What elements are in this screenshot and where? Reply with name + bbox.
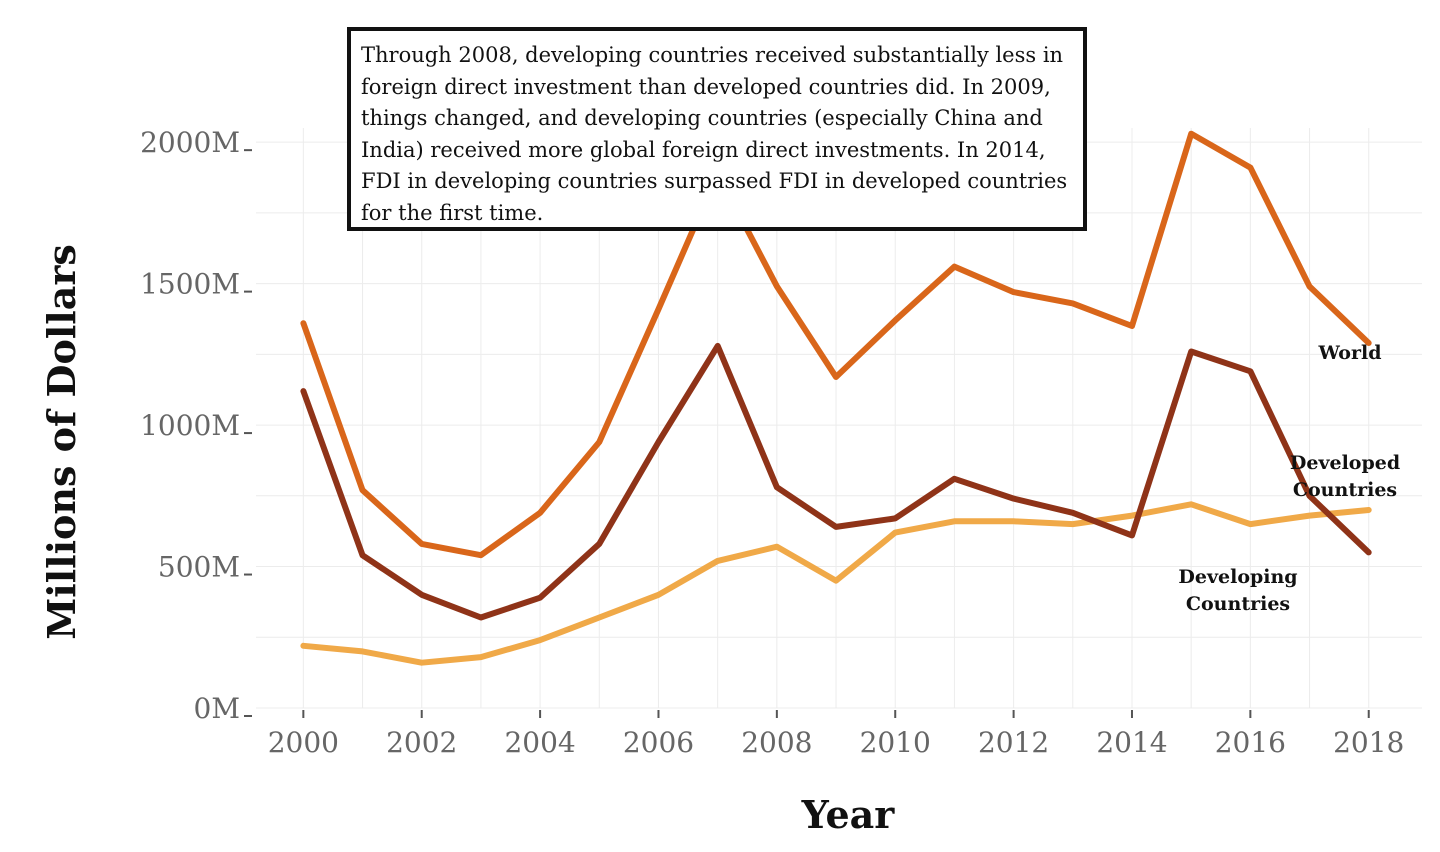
series-line-developing-countries [300,501,1372,666]
y-tick-label: 2000M [140,126,240,159]
x-tick-label: 2014 [1096,726,1167,759]
x-tick-label: 2016 [1215,726,1286,759]
x-tick-label: 2008 [741,726,812,759]
series-lines [300,130,1372,666]
y-tick-label: 1000M [140,409,240,442]
x-tick-label: 2018 [1333,726,1404,759]
y-axis-title: Millions of Dollars [39,244,84,640]
series-labels: World Developed Countries Developing Countri… [1178,342,1400,615]
x-tick-label: 2000 [268,726,339,759]
series-line-developed-countries [300,342,1372,621]
y-tick-label: 500M [158,551,240,584]
annotation-box: Through 2008, developing countries recei… [347,27,1087,231]
x-tick-label: 2012 [978,726,1049,759]
series-line-world [300,130,1372,559]
series-label-developing-countries: Developing Countries [1178,566,1297,615]
y-tick-label: 1500M [140,268,240,301]
x-tick-label: 2006 [623,726,694,759]
annotation-text: Through 2008, developing countries recei… [361,43,1068,225]
series-label-world: World [1318,342,1382,364]
axis-ticks: 0M 500M 1000M 1500M 2000M 2000 2002 2004 2006 200… [140,126,1404,759]
x-tick-label: 2010 [860,726,931,759]
x-tick-label: 2002 [386,726,457,759]
series-label-developed-countries: Developed Countries [1290,452,1400,501]
x-tick-label: 2004 [504,726,575,759]
y-tick-label: 0M [194,692,240,725]
x-axis-title: Year [801,792,896,837]
